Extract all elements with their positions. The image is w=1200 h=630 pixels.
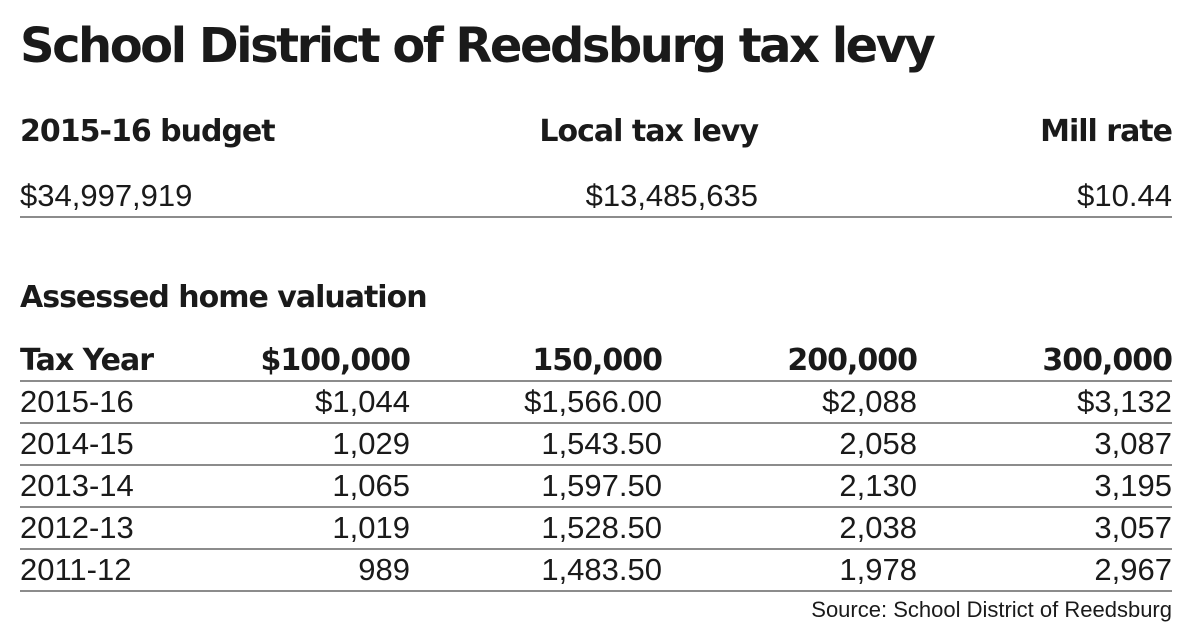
- column-header: Tax Year: [20, 340, 200, 382]
- source-note: Source: School District of Reedsburg: [811, 597, 1172, 622]
- column-header: $100,000: [200, 340, 411, 382]
- table-cell: 1,029: [200, 423, 410, 466]
- summary-header-mill-rate: Mill rate: [1040, 114, 1173, 149]
- table-cell: 2011-12: [20, 549, 200, 592]
- table-cell: $2,088: [662, 381, 917, 424]
- table-cell: 2,038: [662, 507, 917, 550]
- table-row: 2013-14 1,065 1,597.50 2,130 3,195: [20, 465, 1172, 508]
- table-cell: 2015-16: [20, 381, 200, 424]
- table-cell: 1,483.50: [410, 549, 662, 592]
- table-cell: 989: [200, 549, 410, 592]
- table-cell: 2012-13: [20, 507, 200, 550]
- table-header-row: Tax Year $100,000 150,000 200,000 300,00…: [20, 340, 1173, 382]
- summary-header-budget: 2015-16 budget: [20, 114, 276, 149]
- summary-header-row: 2015-16 budget Local tax levy Mill rate: [20, 112, 1173, 152]
- table-cell: 2014-15: [20, 423, 200, 466]
- summary-value-mill-rate: $10.44: [1077, 178, 1172, 213]
- table-cell: 1,543.50: [410, 423, 662, 466]
- table-row: 2014-15 1,029 1,543.50 2,058 3,087: [20, 423, 1172, 466]
- infographic: School District of Reedsburg tax levy 20…: [20, 0, 1173, 630]
- section-label: Assessed home valuation: [20, 280, 428, 315]
- valuation-table: Tax Year $100,000 150,000 200,000 300,00…: [20, 340, 1173, 592]
- chart-title: School District of Reedsburg tax levy: [20, 18, 936, 74]
- table-cell: 2013-14: [20, 465, 200, 508]
- table-cell: 1,528.50: [410, 507, 662, 550]
- table-cell: 2,130: [662, 465, 917, 508]
- table-cell: 1,978: [662, 549, 917, 592]
- summary-value-levy: $13,485,635: [585, 178, 758, 213]
- column-header: 150,000: [410, 340, 663, 382]
- table-cell: 3,087: [917, 423, 1172, 466]
- table-cell: 3,057: [917, 507, 1172, 550]
- summary-header-levy: Local tax levy: [539, 114, 759, 149]
- table-row: 2015-16 $1,044 $1,566.00 $2,088 $3,132: [20, 381, 1172, 424]
- column-header: 300,000: [917, 340, 1173, 382]
- table-cell: 2,058: [662, 423, 917, 466]
- table-cell: 1,019: [200, 507, 410, 550]
- column-header: 200,000: [662, 340, 918, 382]
- table-row: 2011-12 989 1,483.50 1,978 2,967: [20, 549, 1172, 592]
- summary-value-budget: $34,997,919: [20, 178, 193, 213]
- table-cell: 2,967: [917, 549, 1172, 592]
- table-cell: 1,597.50: [410, 465, 662, 508]
- table-cell: $3,132: [917, 381, 1172, 424]
- budget-summary: 2015-16 budget Local tax levy Mill rate …: [20, 112, 1173, 218]
- summary-value-row: $34,997,919 $13,485,635 $10.44: [20, 176, 1172, 218]
- table-cell: $1,044: [200, 381, 410, 424]
- table-cell: 3,195: [917, 465, 1172, 508]
- table-cell: 1,065: [200, 465, 410, 508]
- table-row: 2012-13 1,019 1,528.50 2,038 3,057: [20, 507, 1172, 550]
- table-cell: $1,566.00: [410, 381, 662, 424]
